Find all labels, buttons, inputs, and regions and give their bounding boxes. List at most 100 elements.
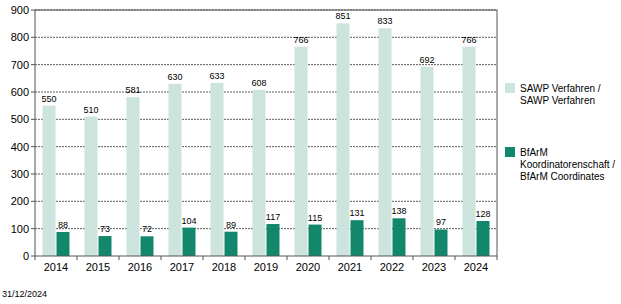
chart-container: 0 100 200 300 400 500 600 700 800 900 550 510 581 630… — [0, 0, 621, 304]
data-label: 766 — [461, 35, 476, 45]
x-tick-divider — [77, 256, 78, 260]
legend-line: SAWP Verfahren / — [520, 83, 603, 94]
y-tick — [31, 146, 35, 147]
x-tick-label: 2023 — [422, 261, 446, 273]
grid-line — [35, 37, 497, 38]
bar — [57, 232, 70, 256]
bar — [337, 23, 350, 256]
bar — [169, 84, 182, 256]
y-tick-label: 900 — [11, 4, 29, 16]
y-tick — [31, 119, 35, 120]
bar — [295, 47, 308, 256]
y-tick-label: 0 — [23, 250, 29, 262]
data-label: 633 — [209, 71, 224, 81]
bar — [183, 228, 196, 256]
legend-label: BfArM Koordinatorenschaft / BfArM Coordi… — [520, 147, 618, 182]
x-tick-divider — [35, 256, 36, 260]
legend-line: Koordinatorenschaft / — [520, 159, 618, 170]
y-tick-label: 300 — [11, 168, 29, 180]
data-label: 608 — [251, 78, 266, 88]
x-tick-divider — [455, 256, 456, 260]
bar — [225, 232, 238, 256]
data-label: 851 — [335, 11, 350, 21]
x-tick-divider — [371, 256, 372, 260]
y-tick-label: 800 — [11, 31, 29, 43]
bar — [99, 236, 112, 256]
legend-line: BfArM Coordinates — [520, 171, 604, 182]
bar — [309, 225, 322, 256]
legend-swatch — [505, 83, 515, 93]
data-label: 630 — [167, 72, 182, 82]
x-tick-divider — [245, 256, 246, 260]
data-label: 138 — [391, 206, 406, 216]
bar — [85, 117, 98, 256]
data-label: 131 — [349, 208, 364, 218]
chart-svg: 0 100 200 300 400 500 600 700 800 900 550 510 581 630… — [0, 0, 621, 304]
x-tick-divider — [287, 256, 288, 260]
data-label: 115 — [308, 213, 322, 223]
bar — [421, 67, 434, 256]
data-label: 88 — [58, 220, 68, 230]
y-tick-label: 400 — [11, 141, 29, 153]
data-label: 510 — [83, 105, 98, 115]
x-tick-label: 2024 — [464, 261, 488, 273]
bar — [463, 47, 476, 256]
x-tick-divider — [119, 256, 120, 260]
x-tick-label: 2016 — [128, 261, 152, 273]
y-tick-label: 700 — [11, 59, 29, 71]
data-label: 117 — [266, 212, 280, 222]
y-tick-label: 600 — [11, 86, 29, 98]
y-tick — [31, 10, 35, 11]
legend-line: SAWP Verfahren — [520, 95, 595, 106]
bar — [253, 90, 266, 256]
y-tick — [31, 37, 35, 38]
y-tick-label: 500 — [11, 113, 29, 125]
x-tick-label: 2017 — [170, 261, 194, 273]
x-tick-label: 2019 — [254, 261, 278, 273]
y-tick-label: 100 — [11, 223, 29, 235]
data-label: 128 — [475, 209, 490, 219]
data-label: 581 — [125, 85, 140, 95]
bars — [43, 23, 490, 256]
data-label: 72 — [142, 224, 152, 234]
bar — [127, 97, 140, 256]
x-axis: 2014201520162017201820192020202120222023… — [35, 256, 497, 273]
x-tick-divider — [161, 256, 162, 260]
y-tick — [31, 228, 35, 229]
annotation: 31/12/2024 — [2, 289, 47, 299]
x-tick-label: 2014 — [44, 261, 68, 273]
x-tick-label: 2020 — [296, 261, 320, 273]
bar — [393, 218, 406, 256]
bar — [351, 220, 364, 256]
bar — [379, 28, 392, 256]
bar — [477, 221, 490, 256]
data-label: 89 — [226, 220, 236, 230]
legend-label: SAWP Verfahren / SAWP Verfahren — [520, 83, 603, 106]
y-tick — [31, 92, 35, 93]
legend-swatch — [505, 147, 515, 157]
bar — [141, 236, 154, 256]
legend-line: BfArM — [520, 147, 551, 158]
data-label: 833 — [377, 16, 392, 26]
y-tick — [31, 256, 35, 257]
data-label: 104 — [181, 216, 196, 226]
bar — [435, 229, 448, 256]
data-label: 550 — [41, 94, 56, 104]
data-label: 73 — [100, 224, 110, 234]
y-tick — [31, 174, 35, 175]
data-labels: 5505105816306336087668518336927668873721… — [41, 11, 490, 234]
bar — [211, 83, 224, 256]
x-tick-divider — [203, 256, 204, 260]
y-tick — [31, 201, 35, 202]
x-tick-label: 2021 — [338, 261, 362, 273]
x-tick-label: 2015 — [86, 261, 110, 273]
bar — [43, 106, 56, 256]
grid: 0 100 200 300 400 500 600 700 800 900 — [11, 4, 497, 262]
data-label: 692 — [419, 55, 434, 65]
plot-frame — [35, 10, 497, 256]
legend: SAWP Verfahren / SAWP Verfahren BfArM Koo… — [505, 83, 618, 182]
y-tick-label: 200 — [11, 195, 29, 207]
y-tick — [31, 64, 35, 65]
x-tick-label: 2018 — [212, 261, 236, 273]
data-label: 97 — [436, 217, 446, 227]
